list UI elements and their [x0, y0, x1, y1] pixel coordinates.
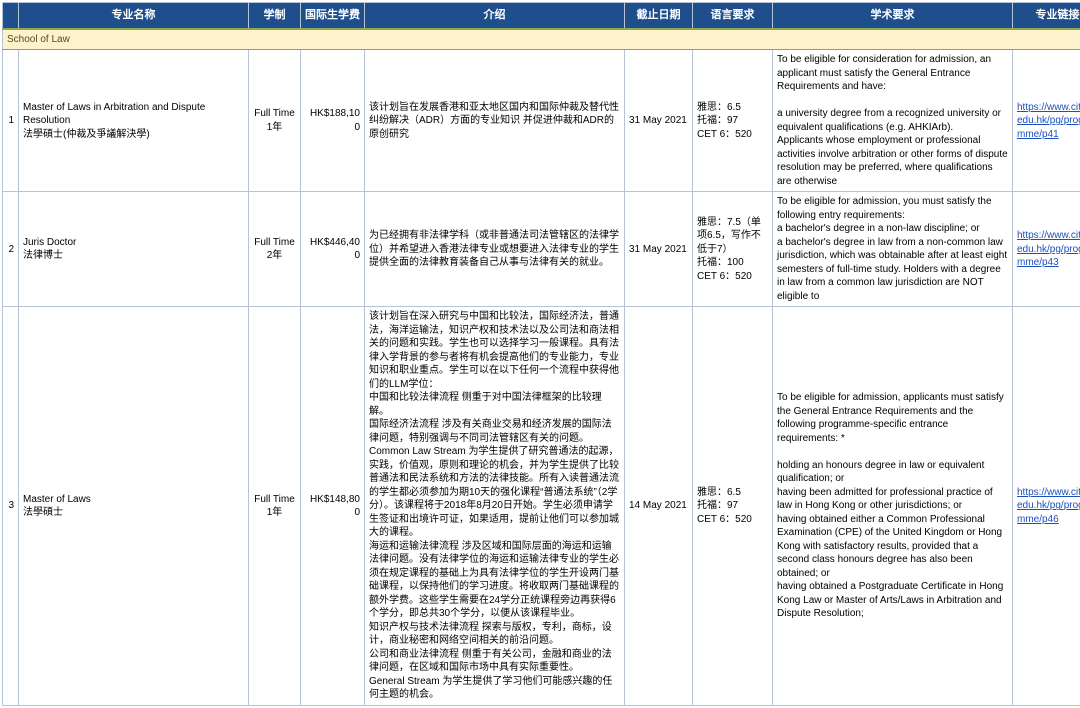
program-name: Master of Laws in Arbitration and Disput… — [19, 50, 249, 192]
school-row: School of Law — [3, 29, 1080, 50]
school-label: School of Law — [3, 29, 1080, 50]
header-fee: 国际生学费 — [301, 3, 365, 29]
row-index: 2 — [3, 192, 19, 307]
program-link[interactable]: https://www.cityu.edu.hk/pg/programme/p4… — [1017, 102, 1080, 140]
table-header: 专业名称 学制 国际生学费 介绍 截止日期 语言要求 学术要求 专业链接 — [3, 3, 1080, 29]
program-name: Juris Doctor 法律博士 — [19, 192, 249, 307]
program-mode: Full Time 2年 — [249, 192, 301, 307]
program-name: Master of Laws 法學碩士 — [19, 307, 249, 706]
program-mode: Full Time 1年 — [249, 50, 301, 192]
program-link-cell: https://www.cityu.edu.hk/pg/programme/p4… — [1013, 192, 1080, 307]
program-fee: HK$148,800 — [301, 307, 365, 706]
header-link: 专业链接 — [1013, 3, 1080, 29]
program-link[interactable]: https://www.cityu.edu.hk/pg/programme/p4… — [1017, 487, 1080, 525]
program-lang: 雅思：7.5（单项6.5，写作不低于7） 托福：100 CET 6：520 — [693, 192, 773, 307]
program-lang: 雅思：6.5 托福：97 CET 6：520 — [693, 50, 773, 192]
program-mode: Full Time 1年 — [249, 307, 301, 706]
program-fee: HK$446,400 — [301, 192, 365, 307]
program-deadline: 31 May 2021 — [625, 50, 693, 192]
header-acad: 学术要求 — [773, 3, 1013, 29]
program-acad: To be eligible for admission, applicants… — [773, 307, 1013, 706]
header-intro: 介绍 — [365, 3, 625, 29]
header-lang: 语言要求 — [693, 3, 773, 29]
table-row: 3Master of Laws 法學碩士Full Time 1年HK$148,8… — [3, 307, 1080, 706]
header-mode: 学制 — [249, 3, 301, 29]
program-link[interactable]: https://www.cityu.edu.hk/pg/programme/p4… — [1017, 230, 1080, 268]
program-acad: To be eligible for admission, you must s… — [773, 192, 1013, 307]
header-name: 专业名称 — [19, 3, 249, 29]
table-row: 2Juris Doctor 法律博士Full Time 2年HK$446,400… — [3, 192, 1080, 307]
table-row: 1Master of Laws in Arbitration and Dispu… — [3, 50, 1080, 192]
program-acad: To be eligible for consideration for adm… — [773, 50, 1013, 192]
program-lang: 雅思：6.5 托福：97 CET 6：520 — [693, 307, 773, 706]
program-deadline: 31 May 2021 — [625, 192, 693, 307]
programs-table: 专业名称 学制 国际生学费 介绍 截止日期 语言要求 学术要求 专业链接 Sch… — [2, 2, 1080, 706]
program-intro: 该计划旨在发展香港和亚太地区国内和国际仲裁及替代性纠纷解决（ADR）方面的专业知… — [365, 50, 625, 192]
program-deadline: 14 May 2021 — [625, 307, 693, 706]
header-deadline: 截止日期 — [625, 3, 693, 29]
header-blank — [3, 3, 19, 29]
table-body: School of Law 1Master of Laws in Arbitra… — [3, 29, 1080, 706]
row-index: 1 — [3, 50, 19, 192]
program-fee: HK$188,100 — [301, 50, 365, 192]
program-link-cell: https://www.cityu.edu.hk/pg/programme/p4… — [1013, 50, 1080, 192]
program-intro: 为已经拥有非法律学科（或非普通法司法管辖区的法律学位）并希望进入香港法律专业或想… — [365, 192, 625, 307]
program-link-cell: https://www.cityu.edu.hk/pg/programme/p4… — [1013, 307, 1080, 706]
program-intro: 该计划旨在深入研究与中国和比较法，国际经济法，普通法，海洋运输法，知识产权和技术… — [365, 307, 625, 706]
row-index: 3 — [3, 307, 19, 706]
